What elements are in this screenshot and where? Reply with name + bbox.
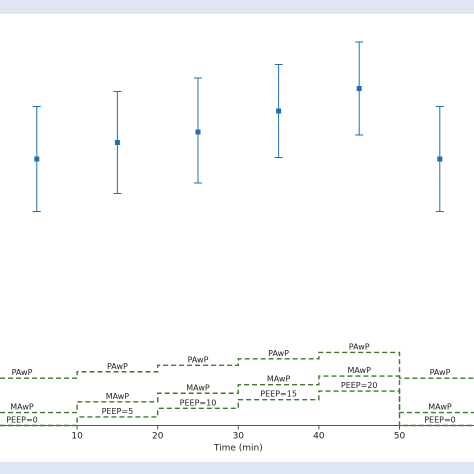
error-bar-point-3 <box>194 77 202 184</box>
x-axis-title: Time (min) <box>213 444 263 454</box>
step-label-pawp-3: PAwP <box>188 355 209 364</box>
step-label-mawp-2: MAwP <box>106 392 130 401</box>
data-point-marker <box>437 156 443 162</box>
data-point-marker <box>356 86 362 91</box>
step-label-pawp-4: PAwP <box>268 349 289 358</box>
x-axis-ticks: 10 20 30 40 50 <box>71 425 406 442</box>
error-bar-chart <box>32 41 444 212</box>
step-label-pawp-5: PAwP <box>349 342 370 351</box>
step-label-peep-4: PEEP=15 <box>260 390 297 399</box>
step-label-mawp-5: MAwP <box>347 366 371 375</box>
x-tick-label-40: 40 <box>313 432 325 442</box>
error-bar-point-4 <box>274 64 283 158</box>
step-lines: PAwPPAwPPAwPPAwPPAwPPAwPMAwPMAwPMAwPMAwP… <box>0 342 474 427</box>
data-point-marker <box>195 129 201 135</box>
data-point-marker <box>34 156 40 162</box>
step-label-mawp-1: MAwP <box>10 403 34 412</box>
step-label-pawp-2: PAwP <box>107 362 128 371</box>
chart-canvas: 10 20 30 40 50 Time (min) PAwPPAwPPAwPPAwPPA… <box>0 41 474 454</box>
step-label-peep-3: PEEP=10 <box>180 398 217 407</box>
x-tick-label-30: 30 <box>233 432 245 442</box>
error-bar-point-5 <box>355 41 364 136</box>
x-tick-label-50: 50 <box>394 432 406 442</box>
error-bar-point-2 <box>113 91 122 194</box>
x-tick-label-20: 20 <box>152 432 164 442</box>
step-line-pawp <box>0 351 474 379</box>
step-label-mawp-3: MAwP <box>186 383 210 392</box>
error-bar-point-1 <box>32 106 41 212</box>
step-label-mawp-4: MAwP <box>267 375 291 384</box>
x-tick-label-10: 10 <box>71 432 83 442</box>
step-label-peep-1: PEEP=0 <box>6 416 38 425</box>
step-series-pawp: PAwP PAwP PAwP PAwP PAwP PAwP <box>0 342 474 379</box>
step-line-peep <box>0 390 474 427</box>
data-point-marker <box>276 108 282 114</box>
step-line-mawp <box>0 375 474 414</box>
step-series-peep: PEEP=0 PEEP=5 PEEP=10 PEEP=15 PEEP=20 PEEP=0 <box>0 381 474 427</box>
step-label-pawp-6: PAwP <box>430 368 451 377</box>
step-series-mawp: MAwP MAwP MAwP MAwP MAwP MAwP <box>0 366 474 414</box>
data-point-marker <box>114 140 120 145</box>
step-label-pawp-1: PAwP <box>12 368 33 377</box>
step-label-peep-6: PEEP=0 <box>424 416 456 425</box>
step-label-peep-5: PEEP=20 <box>341 381 378 390</box>
step-label-peep-2: PEEP=5 <box>102 407 134 416</box>
error-bar-point-6 <box>435 106 444 212</box>
step-label-mawp-6: MAwP <box>428 403 452 412</box>
pressure-step-chart: 10 20 30 40 50 Time (min) PAwPPAwPPAwPPAwPPA… <box>0 342 474 454</box>
plot-panel: 10 20 30 40 50 Time (min) PAwP PAwP PAwP PAwP PA… <box>0 14 474 462</box>
